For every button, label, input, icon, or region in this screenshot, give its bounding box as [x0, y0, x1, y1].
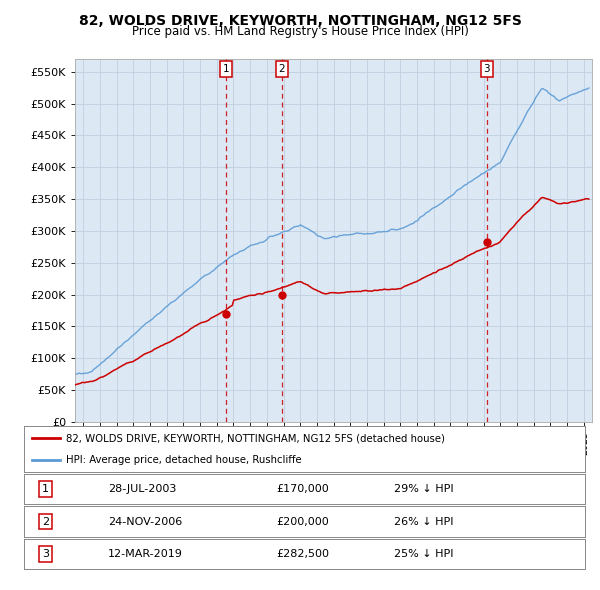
Text: 12-MAR-2019: 12-MAR-2019	[108, 549, 183, 559]
Bar	[226, 59, 282, 422]
Text: 24-NOV-2006: 24-NOV-2006	[108, 517, 182, 526]
Text: 3: 3	[42, 549, 49, 559]
Text: £282,500: £282,500	[277, 549, 329, 559]
Text: 2: 2	[278, 64, 285, 74]
Text: 82, WOLDS DRIVE, KEYWORTH, NOTTINGHAM, NG12 5FS: 82, WOLDS DRIVE, KEYWORTH, NOTTINGHAM, N…	[79, 14, 521, 28]
Text: Price paid vs. HM Land Registry's House Price Index (HPI): Price paid vs. HM Land Registry's House …	[131, 25, 469, 38]
Text: 2: 2	[42, 517, 49, 526]
Text: 25% ↓ HPI: 25% ↓ HPI	[394, 549, 454, 559]
Text: 82, WOLDS DRIVE, KEYWORTH, NOTTINGHAM, NG12 5FS (detached house): 82, WOLDS DRIVE, KEYWORTH, NOTTINGHAM, N…	[66, 434, 445, 444]
Text: 1: 1	[42, 484, 49, 494]
Text: HPI: Average price, detached house, Rushcliffe: HPI: Average price, detached house, Rush…	[66, 454, 302, 464]
Text: 3: 3	[484, 64, 490, 74]
Text: 28-JUL-2003: 28-JUL-2003	[108, 484, 176, 494]
Text: 26% ↓ HPI: 26% ↓ HPI	[394, 517, 454, 526]
Text: £200,000: £200,000	[277, 517, 329, 526]
Text: 29% ↓ HPI: 29% ↓ HPI	[394, 484, 454, 494]
Text: £170,000: £170,000	[277, 484, 329, 494]
Text: 1: 1	[223, 64, 229, 74]
